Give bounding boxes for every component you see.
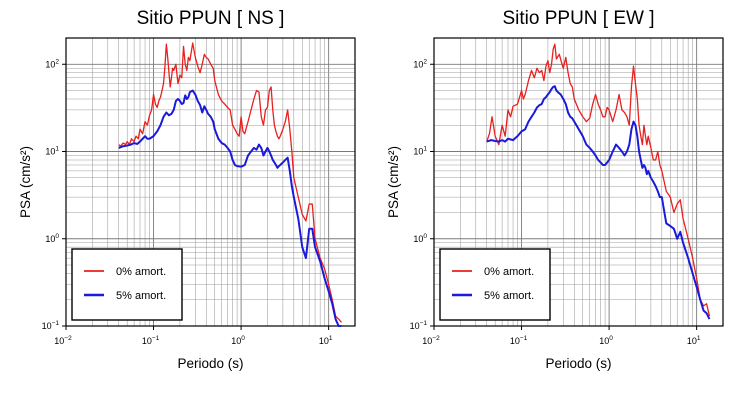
tick-base: 10: [687, 336, 697, 346]
legend-label: 5% amort.: [484, 290, 534, 302]
x-tick-label: 10−1: [510, 335, 528, 346]
series-line-blue: [118, 89, 342, 327]
legend-box: [439, 248, 551, 321]
y-tick-label: 100: [45, 233, 59, 244]
plot-frame: [65, 37, 356, 327]
x-tick-label: 10−2: [54, 335, 72, 346]
tick-exponent: 0: [609, 335, 613, 342]
series-line-blue: [486, 85, 711, 320]
legend: 0% amort. 5% amort.: [439, 248, 551, 321]
tick-base: 10: [319, 336, 329, 346]
tick-base: 10: [42, 321, 52, 331]
tick-base: 10: [54, 336, 64, 346]
y-axis-label: PSA (cm/s²): [18, 146, 33, 218]
tick-base: 10: [410, 321, 420, 331]
tick-base: 10: [510, 336, 520, 346]
tick-base: 10: [45, 59, 55, 69]
x-tick-label: 101: [687, 335, 701, 346]
tick-exponent: −2: [64, 335, 72, 342]
legend-label: 0% amort.: [116, 266, 166, 278]
series-line-red: [486, 43, 711, 317]
y-axis-label: PSA (cm/s²): [386, 146, 401, 218]
tick-base: 10: [142, 336, 152, 346]
x-tick-label: 10−1: [142, 335, 160, 346]
y-tick-label: 10−1: [410, 320, 428, 331]
tick-exponent: 0: [55, 233, 59, 240]
x-tick-label: 101: [319, 335, 333, 346]
tick-base: 10: [413, 147, 423, 157]
x-tick-label: 100: [231, 335, 245, 346]
y-tick-label: 10−1: [42, 320, 60, 331]
tick-exponent: −1: [152, 335, 160, 342]
tick-base: 10: [45, 147, 55, 157]
y-tick-label: 101: [413, 146, 427, 157]
tick-exponent: 1: [55, 146, 59, 153]
series-line-red: [118, 42, 342, 323]
tick-exponent: 2: [55, 58, 59, 65]
tick-exponent: 0: [241, 335, 245, 342]
y-tick-label: 102: [45, 58, 59, 69]
tick-base: 10: [422, 336, 432, 346]
tick-base: 10: [413, 234, 423, 244]
y-tick-label: 100: [413, 233, 427, 244]
y-tick-label: 102: [413, 58, 427, 69]
legend-box: [71, 248, 183, 321]
tick-exponent: 2: [423, 58, 427, 65]
tick-exponent: −1: [520, 335, 528, 342]
y-tick-label: 101: [45, 146, 59, 157]
plot-frame: [433, 37, 724, 327]
tick-exponent: −2: [432, 335, 440, 342]
x-axis-label: Periodo (s): [545, 356, 611, 371]
legend-label: 5% amort.: [116, 290, 166, 302]
tick-base: 10: [231, 336, 241, 346]
tick-exponent: 1: [423, 146, 427, 153]
chart-panel-2: Sitio PPUN [ EW ]10−2 10−1 100 10110−110010…: [386, 8, 724, 371]
x-tick-label: 10−2: [422, 335, 440, 346]
legend: 0% amort. 5% amort.: [71, 248, 183, 321]
chart-title: Sitio PPUN [ NS ]: [137, 8, 285, 29]
grid: [433, 37, 724, 327]
tick-base: 10: [413, 59, 423, 69]
x-tick-label: 100: [599, 335, 613, 346]
tick-exponent: 0: [423, 233, 427, 240]
tick-exponent: 1: [697, 335, 701, 342]
tick-base: 10: [45, 234, 55, 244]
chart-title: Sitio PPUN [ EW ]: [502, 8, 654, 29]
x-axis-label: Periodo (s): [177, 356, 243, 371]
tick-exponent: 1: [329, 335, 333, 342]
tick-exponent: −1: [420, 320, 428, 327]
legend-label: 0% amort.: [484, 266, 534, 278]
tick-exponent: −1: [52, 320, 60, 327]
tick-base: 10: [599, 336, 609, 346]
chart-panel-1: Sitio PPUN [ NS ]10−2 10−1 100 10110−110010…: [18, 8, 356, 371]
